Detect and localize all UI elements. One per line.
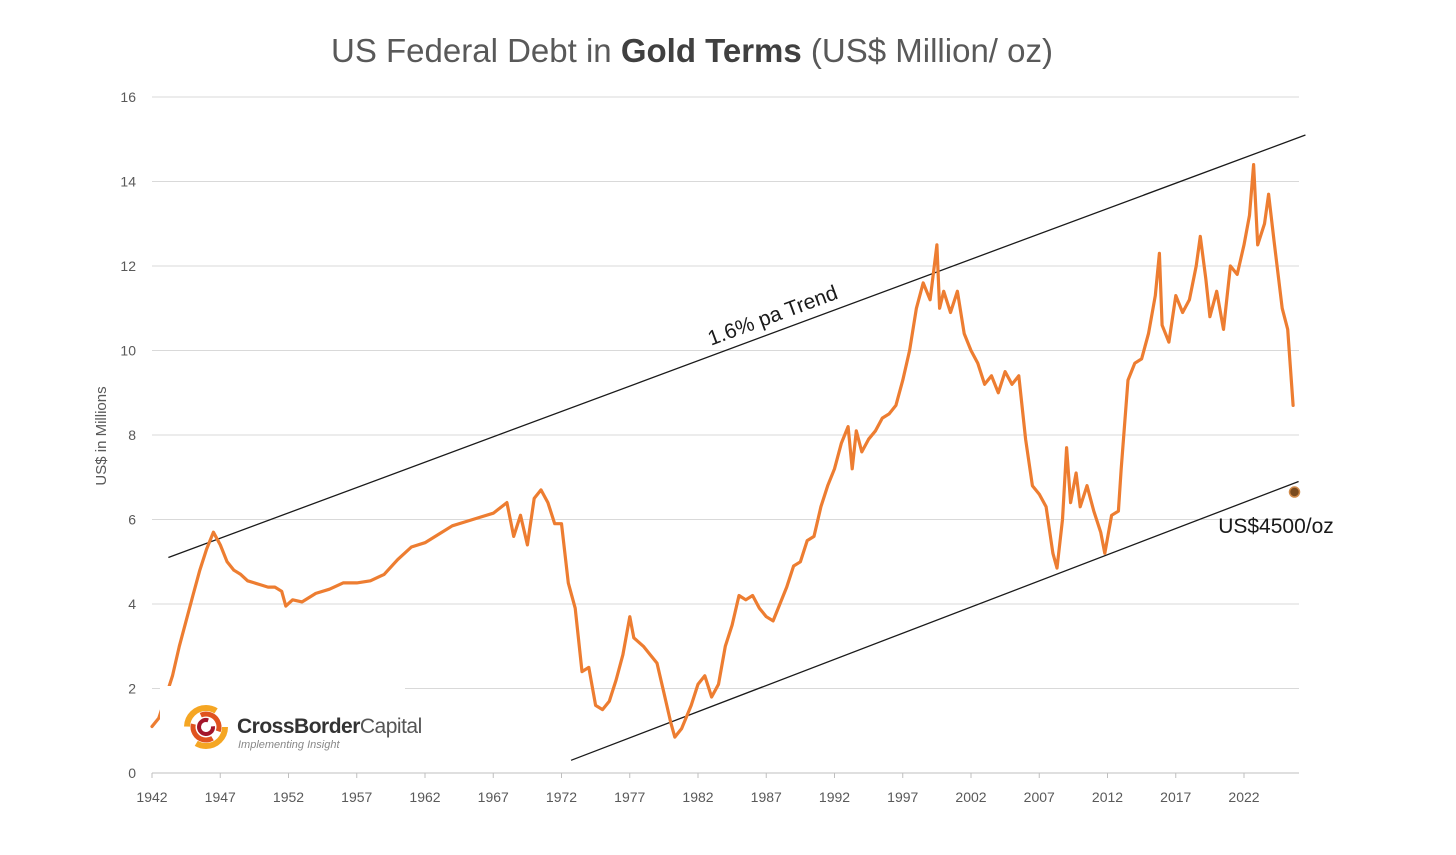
y-tick-label-2: 2 [128, 681, 136, 697]
marker-layer: US$4500/oz [1218, 486, 1334, 538]
x-tick-label-1942: 1942 [136, 789, 167, 805]
y-axis-tick-labels: 0 2 4 6 8 10 12 14 16 [120, 89, 136, 781]
x-tick-label-2012: 2012 [1092, 789, 1123, 805]
y-tick-label-6: 6 [128, 512, 136, 528]
crossbordercapital-logo: CrossBorderCapital Implementing Insight [160, 686, 422, 766]
x-tick-label-2017: 2017 [1160, 789, 1191, 805]
logo-ring-inner [197, 717, 215, 736]
x-tick-label-1997: 1997 [887, 789, 918, 805]
x-tick-label-2002: 2002 [955, 789, 986, 805]
x-tick-label-1947: 1947 [205, 789, 236, 805]
x-tick-label-1957: 1957 [341, 789, 372, 805]
logo-name-bold: CrossBorder [237, 715, 360, 738]
y-tick-label-0: 0 [128, 765, 136, 781]
y-tick-label-8: 8 [128, 427, 136, 443]
y-tick-label-14: 14 [120, 174, 136, 190]
y-tick-label-4: 4 [128, 596, 136, 612]
chart-title-part-2: Gold Terms [621, 32, 802, 69]
x-tick-label-1982: 1982 [682, 789, 713, 805]
gridlines [152, 96, 1299, 774]
x-tick-label-1952: 1952 [273, 789, 304, 805]
chart-title-part-1: US Federal Debt in [331, 32, 621, 69]
x-tick-label-1992: 1992 [819, 789, 850, 805]
logo-ring-middle [190, 711, 222, 743]
y-axis-label: US$ in Millions [93, 386, 110, 485]
y-tick-label-16: 16 [120, 89, 136, 105]
y-tick-label-12: 12 [120, 258, 136, 274]
x-tick-label-2022: 2022 [1228, 789, 1259, 805]
trend-line-1 [168, 134, 1306, 559]
trend-lines: 1.6% pa Trend [168, 134, 1306, 761]
x-axis-tick-labels: 1942 1947 1952 1957 1962 1967 1972 1977 1982 1987… [136, 773, 1260, 805]
logo-ring-outer [184, 705, 228, 749]
logo-name: CrossBorderCapital [237, 715, 422, 738]
logo-ring-icon [184, 705, 228, 749]
chart-title-part-3: (US$ Million/ oz) [802, 32, 1053, 69]
x-tick-label-2007: 2007 [1024, 789, 1055, 805]
x-tick-label-1987: 1987 [751, 789, 782, 805]
x-tick-label-1977: 1977 [614, 789, 645, 805]
y-tick-label-10: 10 [120, 343, 136, 359]
x-tick-label-1962: 1962 [409, 789, 440, 805]
logo-name-light: Capital [360, 715, 422, 738]
x-tick-label-1972: 1972 [546, 789, 577, 805]
price-marker-point [1288, 486, 1301, 498]
chart-title: US Federal Debt in Gold Terms (US$ Milli… [331, 32, 1053, 69]
logo-tagline: Implementing Insight [238, 739, 340, 751]
series-line-1 [150, 163, 1295, 739]
trend-line-2 [570, 480, 1299, 761]
series-layer [150, 163, 1295, 739]
price-marker-label: US$4500/oz [1218, 515, 1334, 538]
x-tick-label-1967: 1967 [478, 789, 509, 805]
